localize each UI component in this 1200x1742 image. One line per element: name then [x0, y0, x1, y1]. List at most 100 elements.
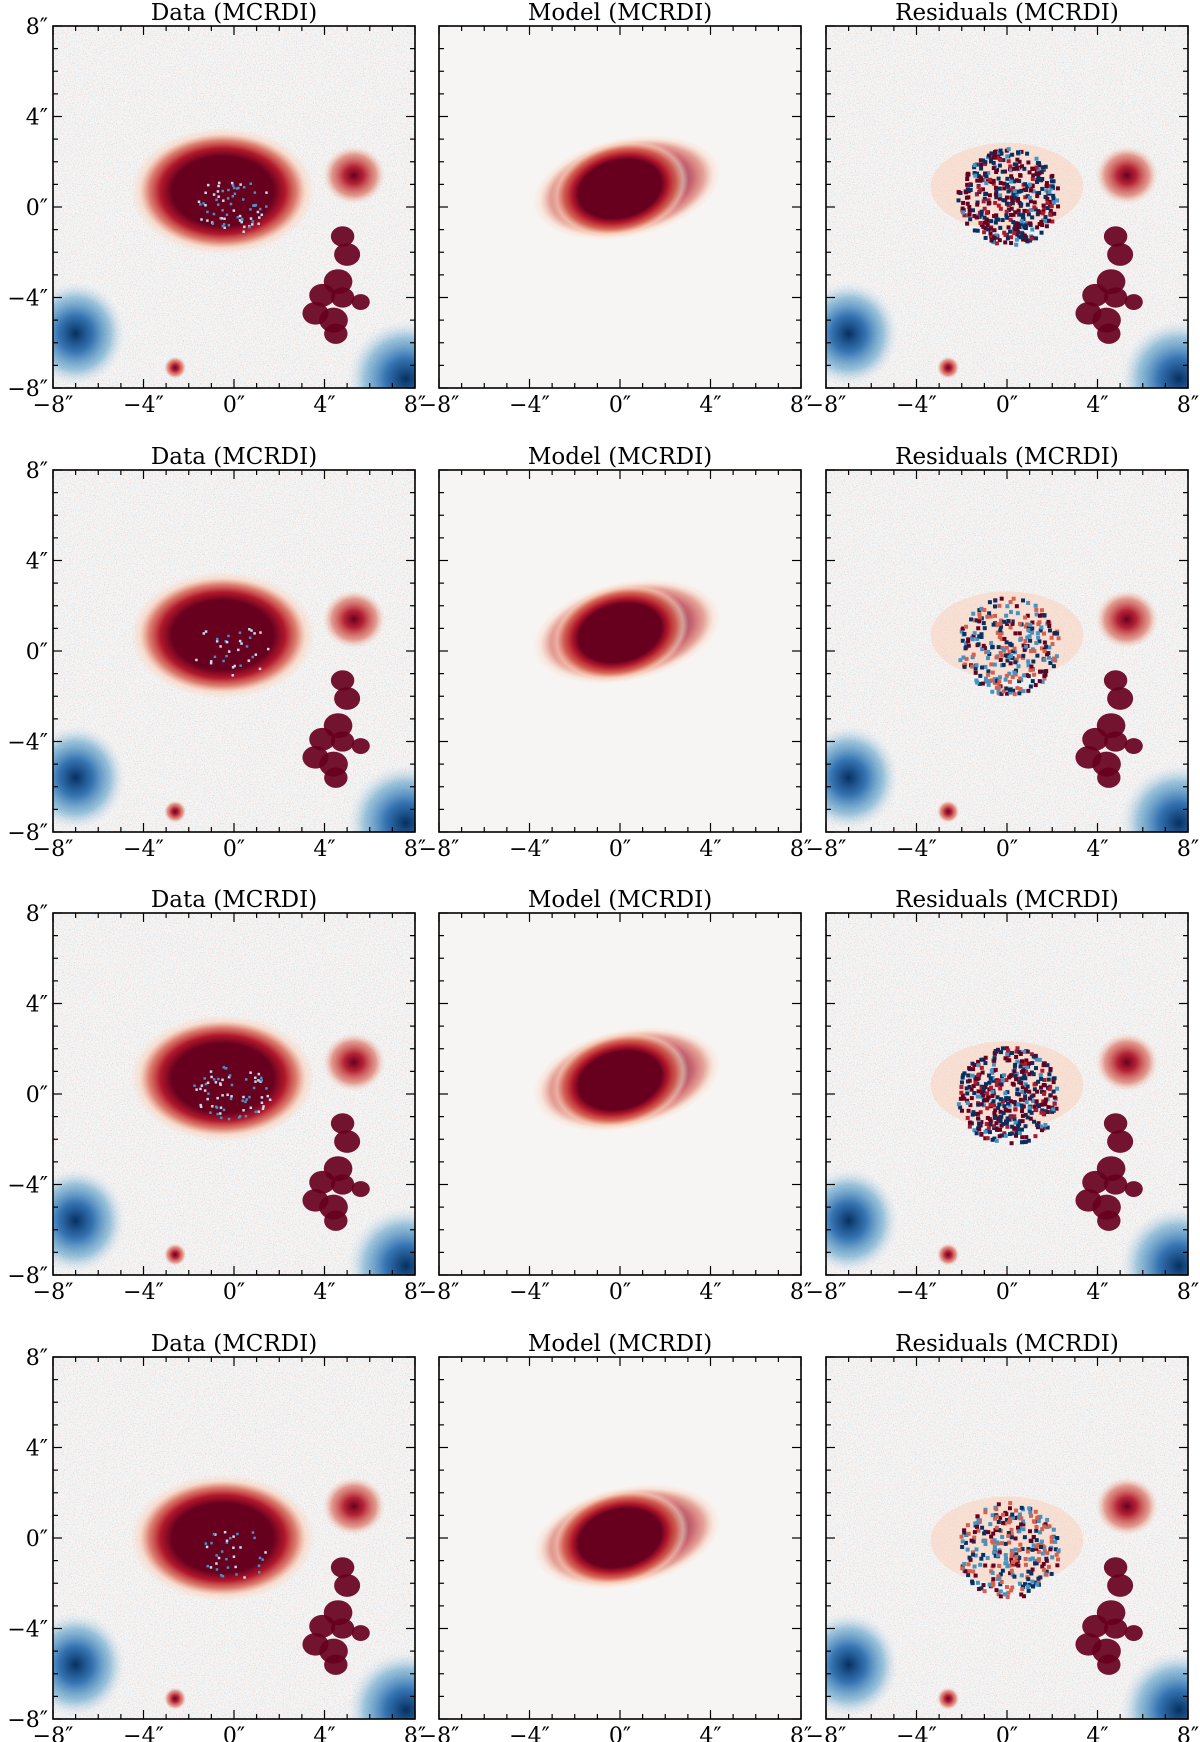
speckle [259, 631, 262, 634]
residual-pixel [991, 1577, 996, 1582]
residual-pixel [970, 664, 975, 669]
positive-source [163, 356, 187, 379]
residual-pixel [999, 1050, 1004, 1055]
residual-pixel [998, 650, 1003, 655]
residual-pixel [1000, 1102, 1005, 1107]
knot-source [330, 731, 355, 752]
residual-pixel [994, 213, 999, 218]
residual-pixel [990, 1070, 995, 1075]
knot-source [1124, 294, 1143, 310]
residual-pixel [1044, 184, 1049, 189]
residual-pixel [997, 1550, 1002, 1555]
speckle [225, 654, 228, 658]
residual-pixel [1048, 1093, 1053, 1098]
residual-pixel [1016, 208, 1021, 213]
residual-pixel [1049, 203, 1054, 208]
speckle [202, 202, 205, 205]
knot-source [1103, 1557, 1128, 1578]
residual-pixel [993, 220, 998, 225]
residual-pixel [1040, 1527, 1045, 1532]
residual-pixel [1029, 1094, 1034, 1099]
residual-pixel [1017, 212, 1022, 217]
x-tick-label: −4″ [896, 837, 937, 862]
residual-pixel [1006, 1520, 1011, 1525]
residual-pixel [1004, 1584, 1009, 1589]
residual-pixel [1048, 660, 1053, 665]
residual-pixel [1047, 645, 1052, 650]
x-tick-label: −4″ [896, 1724, 937, 1742]
residual-pixel [1032, 672, 1037, 677]
residual-pixel [1039, 178, 1044, 183]
residual-pixel [975, 1580, 980, 1585]
residual-pixel [995, 150, 1000, 155]
residual-pixel [1027, 1061, 1032, 1066]
speckle [260, 1101, 264, 1104]
panel-data-r2: Data (MCRDI) −8″ −4″ 0″ 4″ 8″ 8″ 4″ 0″ −4″ −8″ [7, 444, 426, 862]
residual-pixel [971, 1067, 976, 1072]
residual-pixel [992, 1056, 997, 1061]
residual-pixel [1028, 684, 1033, 689]
residual-pixel [997, 1576, 1002, 1581]
companion-source [322, 589, 386, 649]
speckle [222, 1066, 226, 1069]
residual-pixel [979, 1090, 984, 1095]
residual-pixel [986, 656, 991, 661]
speckle [219, 1574, 223, 1577]
residual-pixel [1026, 600, 1031, 605]
residual-pixel [1001, 689, 1006, 694]
speckle [225, 1541, 229, 1544]
residual-pixel [979, 1065, 984, 1070]
residual-pixel [1054, 1552, 1059, 1557]
residual-pixel [1002, 647, 1007, 652]
residual-pixel [1002, 1131, 1007, 1136]
panel-residual-r2: Residuals (MCRDI) −8″ −4″ 0″ 4″ 8″ [806, 444, 1199, 862]
residual-pixel [1004, 645, 1009, 650]
residual-pixel [975, 1077, 980, 1082]
residual-pixel [1012, 646, 1017, 651]
residual-pixel [973, 1080, 978, 1085]
residual-pixel [979, 1102, 984, 1107]
x-tick-label: 8″ [790, 1724, 812, 1742]
residual-pixel [1034, 1538, 1039, 1543]
residual-pixel [988, 1085, 993, 1090]
residual-pixel [974, 1131, 979, 1136]
residual-pixel [1006, 207, 1011, 212]
negative-source [347, 764, 415, 832]
residual-pixel [1017, 159, 1022, 164]
residual-pixel [999, 596, 1004, 601]
residual-pixel [1029, 649, 1034, 654]
residual-pixel [975, 1521, 980, 1526]
residual-pixel [992, 1538, 997, 1543]
residual-pixel [1013, 1062, 1018, 1067]
residual-pixel [981, 1552, 986, 1557]
residual-pixel [1017, 1581, 1022, 1586]
speckle [204, 191, 207, 195]
residual-pixel [1053, 1539, 1058, 1544]
residual-pixel [1042, 1077, 1047, 1082]
residual-pixel [1036, 1549, 1041, 1554]
residual-pixel [1029, 1052, 1034, 1057]
speckle [241, 198, 245, 201]
x-tick-label: −4″ [509, 837, 550, 862]
speckle [215, 640, 219, 643]
residual-pixel [1012, 670, 1017, 675]
residual-pixel [966, 637, 971, 642]
residual-pixel [1031, 1054, 1036, 1059]
residual-pixel [986, 1126, 991, 1131]
residual-pixel [1021, 1068, 1026, 1073]
negative-source [826, 1168, 899, 1273]
residual-pixel [1020, 1587, 1025, 1592]
residual-pixel [980, 187, 985, 192]
residual-pixel [1039, 1089, 1044, 1094]
residual-pixel [986, 1095, 991, 1100]
residual-pixel [1023, 195, 1028, 200]
residual-pixel [994, 1083, 999, 1088]
residual-pixel [1049, 1535, 1054, 1540]
residual-pixel [1040, 223, 1045, 228]
negative-source [53, 725, 126, 830]
residual-pixel [1025, 1549, 1030, 1554]
residual-pixel [972, 165, 977, 170]
residual-pixel [1029, 1571, 1034, 1576]
residual-pixel [991, 622, 996, 627]
residual-pixel [975, 1094, 980, 1099]
